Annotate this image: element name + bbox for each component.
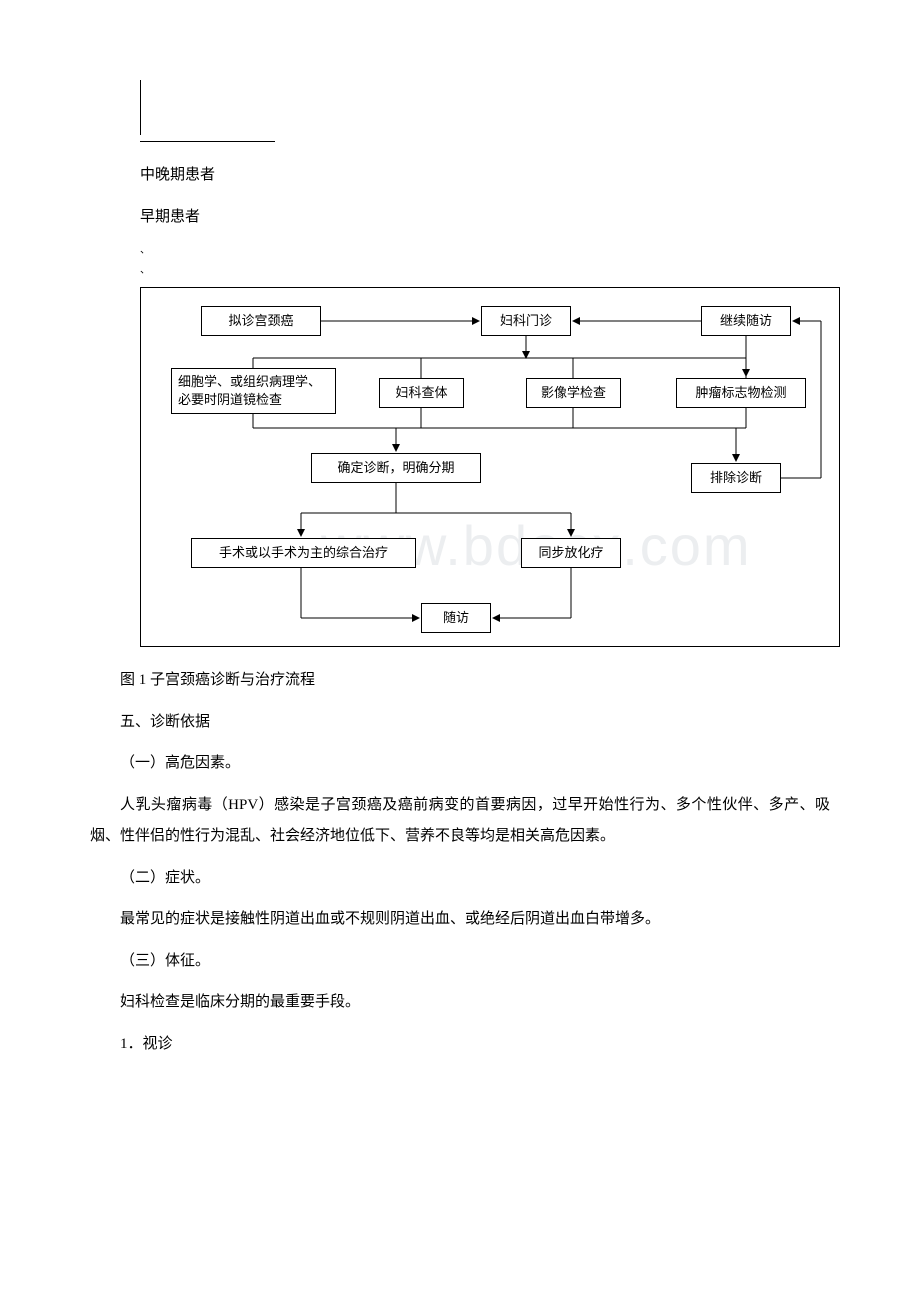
node-tumor-marker: 肿瘤标志物检测 [676, 378, 806, 408]
flowchart-container: www.bdocx.com 拟诊宫颈癌 妇科门诊 继续随访 细胞学、或组织病理学… [140, 287, 840, 647]
node-gyn-clinic: 妇科门诊 [481, 306, 571, 336]
stub-vertical-line [140, 80, 830, 135]
figure-caption: 图 1 子宫颈癌诊断与治疗流程 [90, 665, 830, 697]
node-cytology: 细胞学、或组织病理学、必要时阴道镜检查 [171, 368, 336, 414]
node-confirm-stage: 确定诊断，明确分期 [311, 453, 481, 483]
subsection-3-title: （三）体征。 [90, 946, 830, 978]
stray-mark-1: 、 [140, 243, 830, 259]
subsection-2-title: （二）症状。 [90, 863, 830, 895]
subsection-3-item-1: 1．视诊 [90, 1029, 830, 1061]
preamble-line-2: 早期患者 [140, 202, 830, 234]
subsection-2-body: 最常见的症状是接触性阴道出血或不规则阴道出血、或绝经后阴道出血白带增多。 [90, 904, 830, 936]
node-chemo-radio: 同步放化疗 [521, 538, 621, 568]
node-followup: 随访 [421, 603, 491, 633]
stray-mark-2: 、 [140, 263, 830, 279]
node-exclude: 排除诊断 [691, 463, 781, 493]
subsection-1-body: 人乳头瘤病毒（HPV）感染是子宫颈癌及癌前病变的首要病因，过早开始性行为、多个性… [90, 790, 830, 853]
node-imaging: 影像学检查 [526, 378, 621, 408]
node-gyn-exam: 妇科查体 [379, 378, 464, 408]
subsection-3-body: 妇科检查是临床分期的最重要手段。 [90, 987, 830, 1019]
node-continue-followup: 继续随访 [701, 306, 791, 336]
section-5-heading: 五、诊断依据 [90, 707, 830, 739]
node-surgery-treatment: 手术或以手术为主的综合治疗 [191, 538, 416, 568]
preamble-line-1: 中晚期患者 [140, 160, 830, 192]
stub-horizontal-line [140, 141, 275, 142]
subsection-1-title: （一）高危因素。 [90, 748, 830, 780]
node-suspected-cancer: 拟诊宫颈癌 [201, 306, 321, 336]
